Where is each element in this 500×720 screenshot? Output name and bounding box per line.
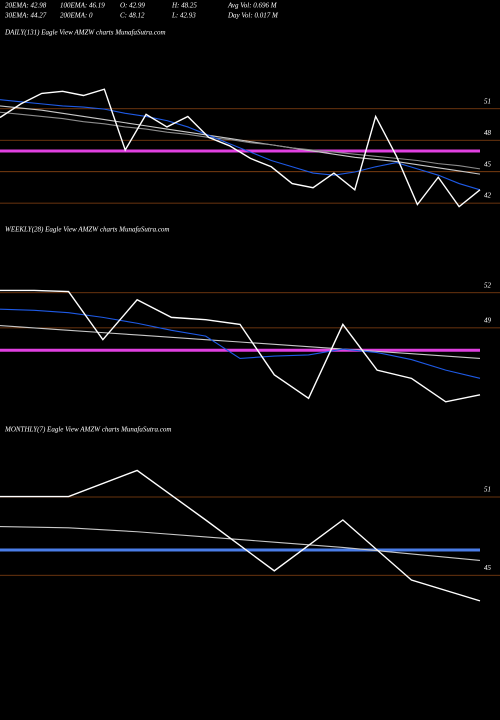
y-tick-label: 51 xyxy=(484,97,491,105)
header-stat: 200EMA: 0 xyxy=(60,12,93,20)
y-tick-label: 45 xyxy=(484,160,492,168)
header-stat: O: 42.99 xyxy=(120,2,145,10)
series-line xyxy=(0,88,481,208)
series-line xyxy=(0,469,481,602)
series-line xyxy=(0,105,481,175)
series-line xyxy=(0,289,481,403)
header-stat: C: 48.12 xyxy=(120,12,145,20)
y-tick-label: 51 xyxy=(484,486,491,494)
series-line xyxy=(0,308,481,379)
series-line xyxy=(0,325,481,359)
y-tick-label: 42 xyxy=(484,192,492,200)
y-tick-label: 48 xyxy=(484,129,492,137)
series-line xyxy=(0,111,481,170)
header-stat: 20EMA: 42.98 xyxy=(5,2,47,10)
panel-title: DAILY(131) Eagle View AMZW charts Munafa… xyxy=(4,29,166,37)
series-line xyxy=(0,99,481,191)
y-tick-label: 49 xyxy=(484,317,492,325)
panel-title: WEEKLY(28) Eagle View AMZW charts Munafa… xyxy=(5,226,169,234)
panel-title: MONTHLY(7) Eagle View AMZW charts Munafa… xyxy=(4,426,171,434)
header-stat: L: 42.93 xyxy=(171,12,196,20)
series-line xyxy=(0,525,481,561)
header-stat: 100EMA: 46.19 xyxy=(60,2,105,10)
header-stat: 30EMA: 44.27 xyxy=(4,12,47,20)
header-stat: H: 48.25 xyxy=(171,2,197,10)
y-tick-label: 52 xyxy=(484,281,492,289)
y-tick-label: 45 xyxy=(484,564,492,572)
header-stat: Day Vol: 0.017 M xyxy=(227,12,279,20)
header-stat: Avg Vol: 0.696 M xyxy=(227,2,278,10)
